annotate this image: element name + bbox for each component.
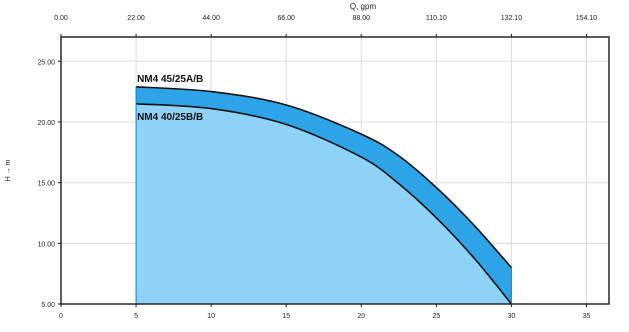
x-tick-label-7: 35 xyxy=(583,313,591,320)
x-top-tick-label-0: 0.00 xyxy=(54,15,68,22)
series-area-nm4-40-25b-b xyxy=(136,103,512,304)
y-tick-label-4: 25.00 xyxy=(37,59,55,66)
axis-layer: 0 5 10 15 20 25 30 35 0.00 22.00 44.00 66.00 88.00 11… xyxy=(5,2,610,320)
x-tick-label-6: 30 xyxy=(508,313,516,320)
x-tick-label-0: 0 xyxy=(59,313,63,320)
x-top-tick-label-5: 110.10 xyxy=(426,15,447,22)
x-top-tick-label-4: 88.00 xyxy=(353,15,371,22)
x-tick-label-4: 20 xyxy=(357,313,365,320)
x-top-tick-label-7: 154.10 xyxy=(576,15,598,22)
x-top-tick-label-2: 44.00 xyxy=(202,15,220,22)
x-tick-label-5: 25 xyxy=(432,313,440,320)
y-tick-label-2: 15.00 xyxy=(37,181,55,188)
y-tick-label-0: 5.00 xyxy=(41,302,55,309)
label-layer: NM4 45/25A/B NM4 40/25B/B xyxy=(137,74,203,123)
x-tick-label-3: 15 xyxy=(282,313,290,320)
x-top-tick-label-6: 132.10 xyxy=(501,15,523,22)
x-tick-label-1: 5 xyxy=(134,313,138,320)
x-top-axis-title: Q, gpm xyxy=(350,2,377,11)
y-axis-title: H → m xyxy=(5,159,12,181)
series-label-lower: NM4 40/25B/B xyxy=(137,112,203,123)
y-tick-label-1: 10.00 xyxy=(37,241,55,248)
series-band-nm4-45-25a-b xyxy=(136,86,512,304)
y-tick-label-3: 20.00 xyxy=(37,120,55,127)
x-top-tick-label-3: 66.00 xyxy=(277,15,295,22)
area-layer xyxy=(135,86,513,305)
plot-frame xyxy=(60,36,610,305)
x-top-tick-label-1: 22.00 xyxy=(127,15,145,22)
series-line-upper xyxy=(136,86,513,269)
x-tick-label-2: 10 xyxy=(207,313,215,320)
series-line-lower xyxy=(136,103,513,305)
series-label-upper: NM4 45/25A/B xyxy=(137,74,203,85)
